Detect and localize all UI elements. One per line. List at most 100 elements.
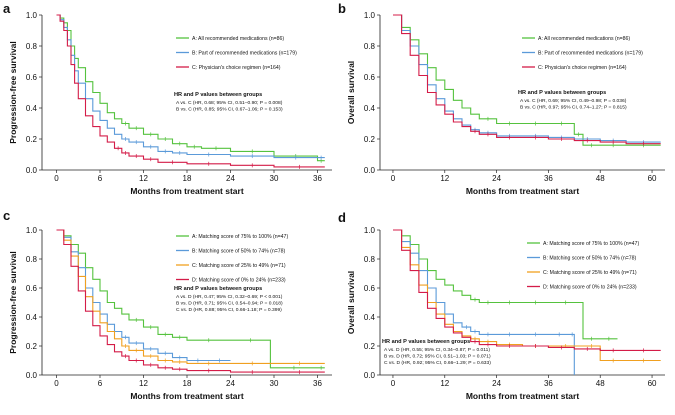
series-line-A [56, 14, 325, 162]
legend-entry: C: Physician's choice regimen (n=164) [538, 65, 627, 71]
y-tick-label: 0.8 [26, 42, 38, 51]
panel-c: c 0 6 12 18 24 30 36 0.0 0.2 0.4 0.6 0.8 1.0 Months fr… [3, 208, 332, 401]
x-tick-label: 0 [54, 379, 59, 388]
legend-entry: B: Matching score of 50% to 74% (n=78) [192, 249, 286, 255]
panel-a: a 0 6 12 18 24 30 36 0.0 0.2 0.4 0.6 0.8 1.0 Months fr… [3, 1, 332, 196]
y-tick-label: 0.8 [26, 255, 38, 264]
x-tick-label: 24 [226, 379, 235, 388]
x-tick-label: 48 [596, 379, 605, 388]
legend-entry: C: Matching score of 25% to 49% (n=71) [543, 270, 637, 276]
legend-entry: D: Matching score of 0% to 24% (n=233) [543, 285, 637, 291]
x-tick-label: 36 [313, 174, 322, 183]
series-line-C [56, 14, 325, 168]
y-tick-label: 0.8 [364, 42, 376, 51]
x-tick-label: 24 [492, 379, 501, 388]
y-tick-label: 0.2 [364, 342, 376, 351]
series-line-B [56, 14, 325, 159]
series-line-B [56, 229, 231, 362]
stats-title: HR and P values between groups [382, 339, 470, 345]
y-axis-label: Progression-free survival [8, 41, 18, 144]
legend-entry: D: Matching score of 0% to 24% (n=233) [192, 278, 286, 284]
legend-entry: B: Part of recommended medications (n=17… [192, 51, 297, 57]
series-line-C [393, 14, 661, 145]
x-tick-label: 18 [183, 379, 192, 388]
x-tick-label: 60 [648, 379, 657, 388]
series-line-B [393, 229, 575, 375]
stats-line: C vs. D (HR, 0.92; 95% CI, 0.66–1.29; P … [384, 360, 491, 366]
y-tick-label: 0.4 [26, 313, 38, 322]
legend-entry: C: Physician's choice regimen (n=164) [192, 65, 281, 71]
legend-entry: A: All recommended medications (n=86) [192, 36, 284, 42]
y-tick-label: 0.0 [364, 371, 376, 380]
x-axis-label: Months from treatment start [130, 186, 244, 196]
series-line-D [56, 229, 325, 373]
x-tick-label: 12 [440, 174, 449, 183]
x-tick-label: 24 [226, 174, 235, 183]
series-line-A [56, 229, 325, 369]
stats-line: A vs. C (HR, 0.68; 95% CI, 0.51–0.90; P … [176, 100, 283, 106]
y-tick-label: 0.2 [26, 342, 38, 351]
legend-entry: C: Matching score of 25% to 49% (n=71) [192, 263, 286, 269]
stats-line: B vs. C (HR, 0.85; 95% CI, 0.67–1.06; P … [176, 107, 283, 113]
panel-label-d: d [338, 210, 346, 225]
x-tick-label: 30 [270, 379, 279, 388]
x-tick-label: 12 [440, 379, 449, 388]
x-tick-label: 36 [313, 379, 322, 388]
y-tick-label: 0.6 [26, 284, 38, 293]
stats-line: B vs. D (HR, 0.72; 95% CI, 0.51–1.03; P … [384, 354, 491, 360]
series-line-D [393, 229, 661, 351]
x-tick-label: 30 [270, 174, 279, 183]
y-axis-label: Overall survival [346, 271, 356, 334]
y-axis-label: Progression-free survival [8, 251, 18, 354]
y-tick-label: 0.4 [26, 104, 38, 113]
y-tick-label: 0.2 [364, 135, 376, 144]
panel-b: b 0 12 24 36 48 60 0.0 0.2 0.4 0.6 0.8 1.0 Months fro… [338, 1, 665, 196]
panel-label-c: c [3, 208, 10, 223]
stats-title: HR and P values between groups [174, 286, 262, 292]
legend-entry: A: Matching score of 75% to 100% (n=47) [192, 234, 288, 240]
y-tick-label: 1.0 [26, 226, 38, 235]
stats-line: B vs. C (HR, 0.97; 95% CI, 0.74–1.27; P … [520, 105, 627, 111]
x-tick-label: 36 [544, 379, 553, 388]
y-tick-label: 1.0 [26, 11, 38, 20]
x-tick-label: 6 [98, 174, 103, 183]
y-tick-label: 0.6 [364, 284, 376, 293]
y-tick-label: 0.0 [364, 166, 376, 175]
x-axis-label: Months from treatment start [130, 391, 244, 401]
legend-entry: A: All recommended medications (n=86) [538, 36, 630, 42]
series-line-A [393, 14, 661, 146]
x-tick-label: 12 [139, 174, 148, 183]
x-axis-label: Months from treatment start [466, 391, 580, 401]
panel-label-a: a [3, 1, 11, 16]
legend-entry: B: Matching score of 50% to 74% (n=78) [543, 256, 637, 262]
stats-line: C vs. D (HR, 0.88; 95% CI, 0.66-1.18; P … [176, 307, 282, 313]
x-tick-label: 6 [98, 379, 103, 388]
x-axis-label: Months from treatment start [466, 186, 580, 196]
stats-line: A vs. D (HR, 0.47; 95% CI, 0.32–0.69; P … [176, 294, 283, 300]
legend-entry: B: Part of recommended medications (n=17… [538, 51, 643, 57]
legend-entry: A: Matching score of 75% to 100% (n=47) [543, 241, 639, 247]
stats-line: A vs. C (HR, 0.69; 95% CI, 0.49–0.98; P … [520, 98, 627, 104]
x-tick-label: 12 [139, 379, 148, 388]
y-tick-label: 0.0 [26, 166, 38, 175]
x-tick-label: 0 [391, 379, 396, 388]
stats-title: HR and P values between groups [174, 92, 262, 98]
x-tick-label: 48 [596, 174, 605, 183]
y-tick-label: 0.2 [26, 135, 38, 144]
x-tick-label: 0 [54, 174, 59, 183]
stats-line: A vs. D (HR, 0.55; 95% CI, 0.34–0.87; P … [384, 347, 490, 353]
x-tick-label: 36 [544, 174, 553, 183]
stats-line: B vs. D (HR, 0.71; 95% CI, 0.54–0.94; P … [176, 301, 283, 307]
panel-d: d 0 12 24 36 48 60 0.0 0.2 0.4 0.6 0.8 1.0 Months fro… [338, 210, 665, 401]
panel-label-b: b [338, 1, 346, 16]
stats-title: HR and P values between groups [518, 90, 606, 96]
series-line-C [56, 229, 325, 364]
y-tick-label: 0.0 [26, 371, 38, 380]
y-tick-label: 1.0 [364, 226, 376, 235]
x-tick-label: 18 [183, 174, 192, 183]
y-axis-label: Overall survival [346, 61, 356, 124]
x-tick-label: 0 [391, 174, 396, 183]
y-tick-label: 0.6 [26, 73, 38, 82]
y-tick-label: 1.0 [364, 11, 376, 20]
